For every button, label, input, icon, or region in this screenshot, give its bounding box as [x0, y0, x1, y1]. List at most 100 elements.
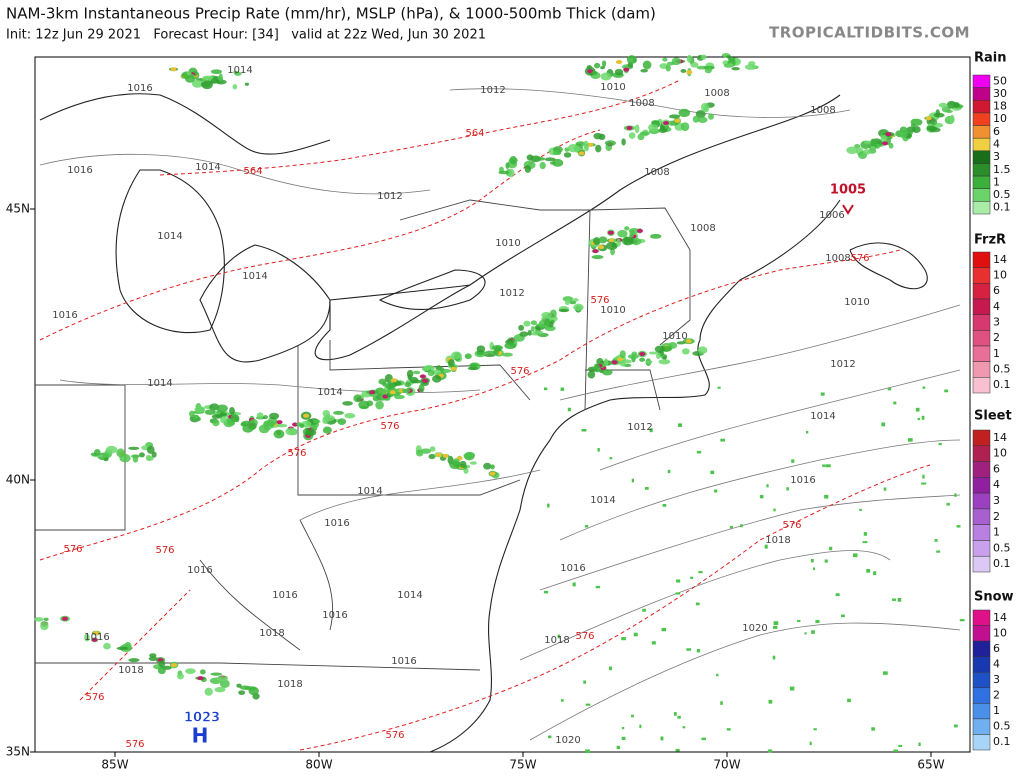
precip-speck	[631, 478, 635, 483]
precip-cell	[629, 228, 635, 238]
precip-cell	[863, 140, 873, 145]
precip-cell	[146, 445, 155, 454]
precip-speck	[789, 686, 795, 691]
thickness-label: 576	[782, 520, 801, 531]
precip-cell	[185, 668, 196, 674]
thickness-label: 576	[510, 366, 529, 377]
legend-label: 0.1	[993, 735, 1011, 748]
precip-cell	[726, 55, 732, 59]
legend-swatch	[972, 492, 991, 510]
precip-speck	[773, 508, 776, 512]
legend-swatch	[972, 267, 991, 284]
precip-cell	[501, 352, 513, 357]
precip-cell	[654, 345, 665, 354]
precip-cell	[509, 156, 518, 165]
precip-cell	[273, 429, 285, 439]
legend-label: 2	[993, 689, 1000, 702]
borders	[35, 199, 691, 671]
nova-scotia	[849, 242, 928, 290]
precip-cell	[202, 76, 212, 82]
precip-cell	[703, 103, 710, 113]
precip-speck	[767, 749, 773, 753]
precip-speck	[660, 736, 664, 741]
precip-cell	[658, 127, 668, 133]
precip-cell	[530, 320, 537, 326]
lon-label: 80W	[305, 758, 332, 772]
precip-cell	[299, 423, 305, 428]
precip-speck	[726, 728, 731, 731]
precip-cell	[534, 156, 546, 161]
precip-speck	[772, 655, 776, 660]
precip-speck	[631, 714, 634, 718]
isobar-label: 1016	[67, 165, 92, 176]
st-lawrence	[469, 94, 841, 286]
legend-swatch	[972, 477, 991, 494]
legend-title: Sleet	[974, 409, 1012, 424]
precip-cell	[650, 233, 662, 239]
isobar-label: 1018	[118, 665, 143, 676]
precip-cell	[407, 374, 412, 380]
precip-cell	[93, 449, 101, 456]
legend-label: 14	[993, 611, 1007, 624]
precip-speck	[804, 632, 807, 635]
precip-cell	[204, 687, 213, 696]
precip-speck	[621, 726, 625, 730]
isobar-label: 1010	[495, 238, 520, 249]
precip-speck	[609, 457, 613, 460]
precip-speck	[597, 448, 600, 452]
precip-cell	[450, 351, 462, 360]
map-frame	[34, 56, 971, 753]
precip-cell	[377, 388, 387, 395]
state-line	[589, 207, 691, 346]
isobar-label: 1008	[825, 253, 850, 264]
thickness-label: 564	[465, 128, 484, 139]
precip-speck	[835, 593, 840, 597]
legend-title: Rain	[974, 51, 1007, 66]
precip-cell	[619, 350, 626, 359]
precip-cell	[176, 673, 184, 680]
isobar-label: 1014	[357, 486, 382, 497]
precip-cell	[232, 84, 238, 90]
legend-label: 0.1	[993, 378, 1011, 391]
legend-swatch	[972, 251, 991, 268]
legend-label: 1	[993, 526, 1000, 539]
legend-label: 6	[993, 284, 1000, 297]
precip-cell	[595, 144, 602, 153]
legend-label: 4	[993, 300, 1000, 313]
precip-speck	[649, 428, 653, 433]
legend-swatch	[972, 87, 991, 101]
isobar-label: 1014	[157, 231, 182, 242]
isobar-label: 1008	[644, 167, 669, 178]
precip-cell	[695, 110, 706, 119]
lake-ontario	[378, 269, 486, 310]
axes: 45N 40N 35N 85W 80W 75W 70W 65W	[6, 202, 945, 772]
precip-speck	[677, 715, 681, 719]
legend-swatch	[972, 625, 991, 642]
precip-cell	[518, 324, 525, 331]
precip-speck	[639, 724, 642, 729]
lat-label: 45N	[6, 202, 30, 216]
precip-cell	[263, 420, 275, 427]
legend-label: 1.5	[993, 163, 1011, 176]
isobar-label: 1016	[790, 475, 815, 486]
legend-label: 1	[993, 347, 1000, 360]
isobar-label: 1018	[259, 628, 284, 639]
precip-speck	[918, 742, 921, 746]
precip-speck	[825, 464, 831, 468]
precip-speck	[585, 703, 591, 706]
legend-label: 0.5	[993, 720, 1011, 733]
legend-swatch	[972, 656, 991, 673]
precip-speck	[871, 727, 875, 731]
precip-speck	[543, 590, 549, 594]
precip-cell	[333, 410, 344, 415]
precip-speck	[695, 602, 700, 606]
precip-cell	[258, 424, 270, 434]
precip-cell	[938, 102, 948, 108]
precip-cell	[549, 161, 556, 165]
precip-cell	[572, 298, 579, 302]
precip-cell	[558, 308, 570, 313]
precip-cell	[621, 138, 626, 146]
precip-speck	[922, 386, 926, 389]
legend-swatch	[972, 377, 991, 394]
